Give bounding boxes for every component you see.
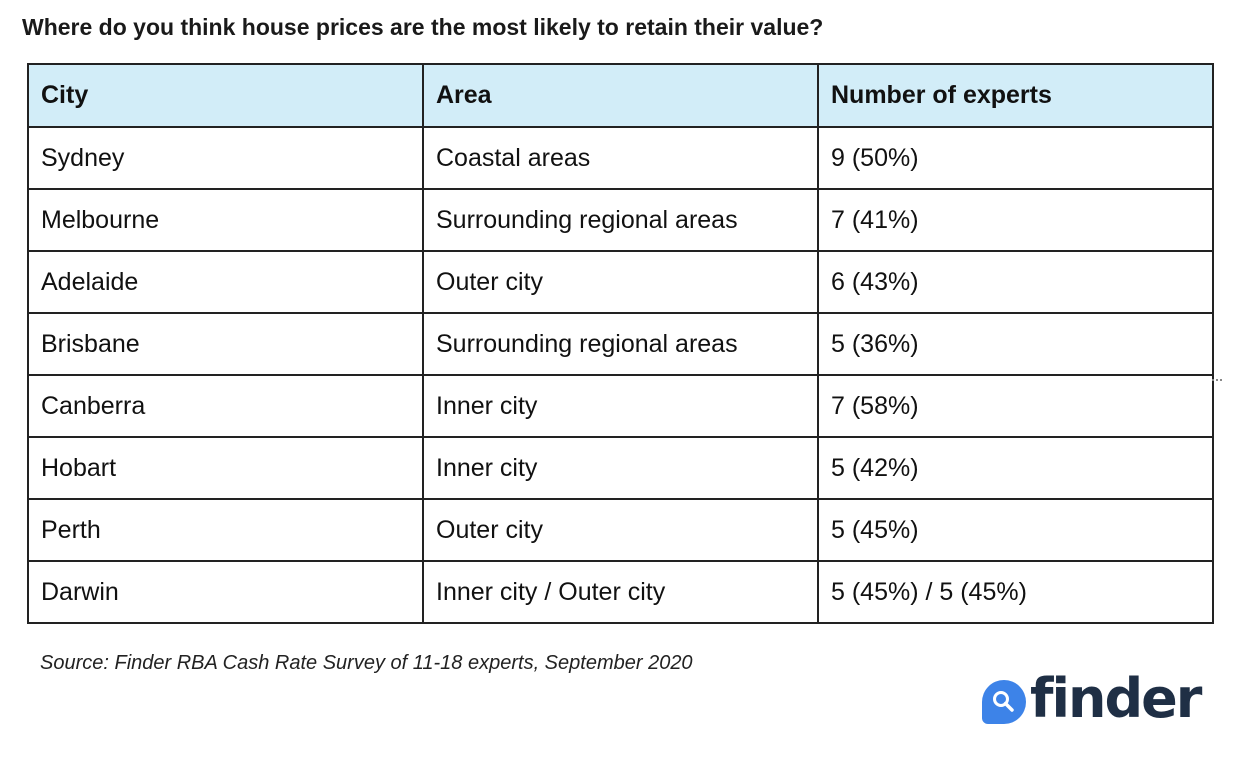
cell-city: Sydney [27, 126, 424, 190]
table-row: Perth Outer city 5 (45%) [27, 498, 1214, 562]
cell-area: Inner city / Outer city [422, 560, 819, 624]
header-number-of-experts: Number of experts [817, 63, 1214, 128]
cell-experts: 9 (50%) [817, 126, 1214, 190]
source-note: Source: Finder RBA Cash Rate Survey of 1… [40, 652, 693, 674]
table-row: Adelaide Outer city 6 (43%) [27, 250, 1214, 314]
dotted-divider [1212, 379, 1222, 381]
search-icon [982, 680, 1026, 724]
table-row: Melbourne Surrounding regional areas 7 (… [27, 188, 1214, 252]
table-row: Canberra Inner city 7 (58%) [27, 374, 1214, 438]
cell-area: Surrounding regional areas [422, 312, 819, 376]
table-row: Brisbane Surrounding regional areas 5 (3… [27, 312, 1214, 376]
header-city: City [27, 63, 424, 128]
cell-city: Hobart [27, 436, 424, 500]
table-row: Sydney Coastal areas 9 (50%) [27, 126, 1214, 190]
page-title: Where do you think house prices are the … [22, 14, 824, 40]
cell-city: Perth [27, 498, 424, 562]
cell-city: Darwin [27, 560, 424, 624]
cell-area: Inner city [422, 374, 819, 438]
cell-area: Coastal areas [422, 126, 819, 190]
table-row: Hobart Inner city 5 (42%) [27, 436, 1214, 500]
header-area: Area [422, 63, 819, 128]
finder-logo: finder [982, 667, 1202, 730]
cell-city: Brisbane [27, 312, 424, 376]
cell-experts: 5 (45%) / 5 (45%) [817, 560, 1214, 624]
table-row: Darwin Inner city / Outer city 5 (45%) /… [27, 560, 1214, 624]
cell-experts: 7 (58%) [817, 374, 1214, 438]
cell-experts: 5 (42%) [817, 436, 1214, 500]
cell-area: Inner city [422, 436, 819, 500]
cell-area: Outer city [422, 498, 819, 562]
table-header-row: City Area Number of experts [27, 63, 1214, 128]
cell-area: Surrounding regional areas [422, 188, 819, 252]
survey-table: City Area Number of experts Sydney Coast… [27, 63, 1214, 624]
logo-wordmark: finder [1030, 667, 1202, 730]
cell-experts: 6 (43%) [817, 250, 1214, 314]
cell-area: Outer city [422, 250, 819, 314]
cell-city: Canberra [27, 374, 424, 438]
cell-experts: 5 (45%) [817, 498, 1214, 562]
cell-experts: 5 (36%) [817, 312, 1214, 376]
cell-city: Adelaide [27, 250, 424, 314]
cell-experts: 7 (41%) [817, 188, 1214, 252]
cell-city: Melbourne [27, 188, 424, 252]
